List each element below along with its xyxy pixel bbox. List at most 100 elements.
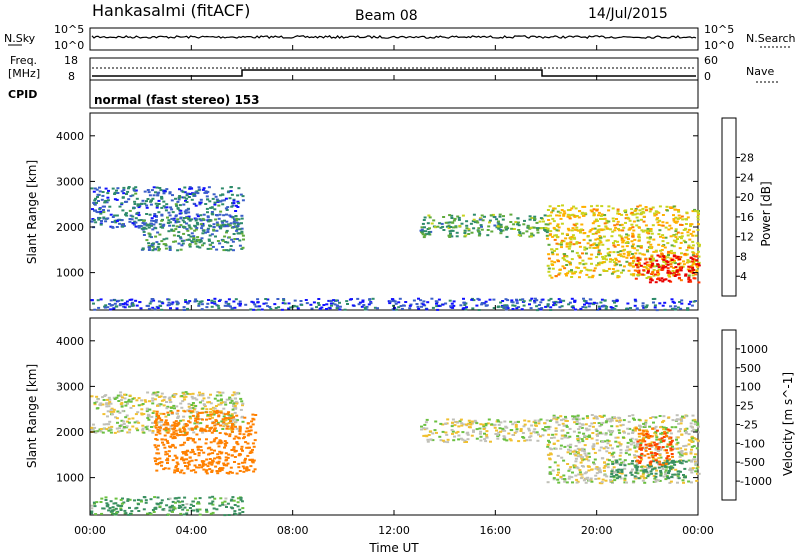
range-gate-cell: [630, 245, 634, 248]
range-gate-cell: [147, 223, 150, 226]
range-gate-cell: [141, 427, 145, 430]
range-gate-cell: [159, 424, 163, 427]
range-gate-cell: [590, 253, 594, 256]
range-gate-cell: [576, 439, 580, 442]
range-gate-cell: [658, 219, 662, 222]
range-gate-cell: [635, 212, 639, 215]
range-gate-cell: [121, 225, 125, 228]
range-gate-cell: [215, 229, 219, 232]
range-gate-cell: [675, 460, 679, 463]
range-gate-cell: [546, 214, 550, 217]
range-gate-cell: [171, 301, 175, 304]
range-gate-cell: [635, 307, 639, 310]
range-gate-cell: [207, 462, 211, 465]
range-gate-cell: [603, 299, 607, 302]
range-gate-cell: [617, 229, 621, 232]
range-gate-cell: [498, 215, 502, 218]
range-gate-cell: [113, 398, 117, 400]
range-gate-cell: [467, 426, 471, 429]
range-gate-cell: [604, 479, 608, 482]
range-gate-cell: [196, 501, 200, 504]
range-gate-cell: [499, 421, 503, 424]
range-gate-cell: [251, 413, 255, 416]
range-gate-cell: [697, 264, 701, 267]
range-gate-cell: [168, 427, 172, 430]
range-gate-cell: [600, 205, 604, 208]
range-gate-cell: [615, 259, 618, 262]
range-gate-cell: [656, 274, 660, 277]
range-gate-cell: [679, 241, 683, 244]
range-gate-cell: [557, 226, 561, 229]
range-gate-cell: [222, 249, 226, 252]
range-gate-cell: [666, 261, 670, 264]
range-gate-cell: [645, 261, 649, 264]
range-gate-cell: [636, 259, 640, 262]
range-gate-cell: [633, 238, 637, 241]
range-gate-cell: [647, 229, 651, 232]
range-gate-cell: [244, 303, 248, 306]
range-gate-cell: [627, 420, 631, 423]
range-gate-cell: [181, 504, 185, 506]
range-gate-cell: [529, 307, 533, 310]
range-gate-cell: [550, 211, 554, 214]
range-gate-cell: [185, 458, 189, 461]
range-gate-cell: [122, 225, 126, 227]
range-gate-cell: [642, 426, 646, 428]
range-gate-cell: [90, 426, 94, 429]
range-gate-cell: [105, 405, 109, 408]
range-gate-cell: [222, 425, 226, 428]
range-gate-cell: [254, 305, 258, 308]
range-gate-cell: [495, 429, 498, 432]
range-gate-cell: [305, 302, 309, 305]
range-gate-cell: [365, 305, 369, 308]
range-gate-cell: [150, 298, 154, 300]
range-gate-cell: [226, 456, 230, 459]
range-gate-cell: [201, 188, 205, 191]
range-gate-cell: [575, 481, 579, 484]
range-gate-cell: [679, 223, 682, 226]
range-gate-cell: [186, 392, 190, 395]
range-gate-cell: [658, 255, 662, 258]
range-gate-cell: [560, 209, 564, 211]
range-gate-cell: [647, 456, 651, 459]
range-gate-cell: [583, 452, 587, 455]
range-gate-cell: [689, 452, 693, 455]
range-gate-cell: [166, 411, 170, 414]
range-gate-cell: [668, 429, 672, 432]
range-gate-cell: [182, 306, 186, 309]
range-gate-cell: [537, 433, 540, 436]
range-gate-cell: [476, 221, 480, 224]
range-gate-cell: [479, 423, 483, 426]
range-gate-cell: [490, 230, 494, 233]
range-gate-cell: [223, 413, 227, 416]
range-gate-cell: [437, 298, 441, 301]
range-gate-cell: [568, 245, 572, 248]
range-gate-cell: [460, 422, 464, 425]
range-gate-cell: [469, 422, 473, 425]
range-gate-cell: [198, 201, 202, 204]
range-gate-cell: [177, 198, 181, 201]
range-gate-cell: [151, 509, 155, 511]
range-gate-cell: [545, 234, 549, 237]
range-gate-cell: [231, 428, 235, 431]
range-gate-cell: [648, 263, 652, 266]
range-gate-cell: [671, 270, 675, 272]
range-gate-cell: [651, 257, 655, 260]
range-gate-cell: [180, 189, 184, 192]
range-gate-cell: [581, 456, 584, 459]
range-gate-cell: [678, 217, 682, 220]
range-gate-cell: [149, 300, 153, 303]
range-gate-cell: [202, 403, 206, 406]
range-gate-cell: [511, 304, 515, 307]
range-gate-cell: [186, 409, 190, 412]
range-gate-cell: [694, 429, 698, 432]
range-gate-cell: [640, 218, 643, 221]
range-gate-cell: [654, 430, 658, 433]
range-gate-cell: [194, 298, 198, 301]
range-gate-cell: [636, 205, 640, 208]
range-gate-cell: [687, 280, 691, 283]
range-gate-cell: [230, 454, 234, 457]
range-gate-cell: [159, 189, 163, 192]
range-gate-cell: [216, 304, 220, 307]
range-gate-cell: [140, 413, 144, 416]
